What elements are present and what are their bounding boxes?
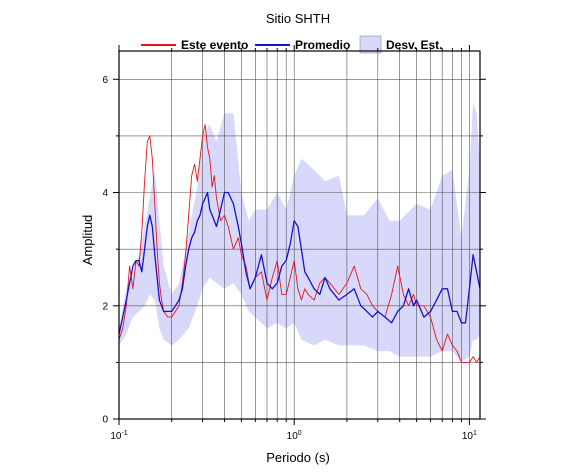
x-axis-label: Periodo (s) — [266, 450, 330, 465]
y-tick-label: 2 — [102, 301, 108, 312]
series-layer — [118, 124, 481, 363]
legend-swatch-band — [359, 35, 382, 54]
y-axis-label: Amplitud — [80, 215, 95, 266]
tick-layer: 10-1 100 101 0 2 4 6 — [102, 45, 486, 442]
std-band — [119, 102, 480, 363]
x-tick-label: 101 — [462, 430, 477, 442]
chart-title: Sitio SHTH — [266, 11, 330, 26]
plot-frame — [118, 50, 481, 420]
y-tick-label: 0 — [102, 415, 108, 426]
legend: Este evento Promedio Desv. Est. — [141, 35, 442, 54]
grid-layer — [118, 51, 480, 419]
std-band-layer — [119, 102, 480, 363]
x-tick-label: 100 — [287, 430, 302, 442]
y-tick-label: 6 — [102, 75, 108, 86]
series-line-mean — [118, 191, 481, 335]
legend-label-mean: Promedio — [295, 38, 350, 52]
x-tick-label: 10-1 — [110, 430, 127, 442]
legend-label-event: Este evento — [181, 38, 248, 52]
legend-label-band: Desv. Est. — [386, 38, 442, 52]
y-tick-label: 4 — [102, 188, 108, 199]
